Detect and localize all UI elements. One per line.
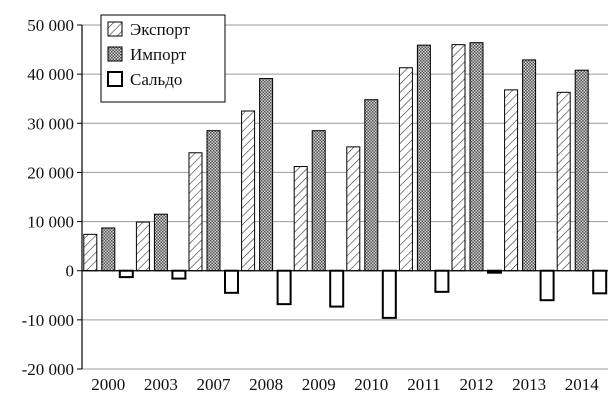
legend-swatch-hatch bbox=[107, 21, 123, 37]
y-tick-label: -10 000 bbox=[22, 311, 74, 330]
legend-swatch-checker bbox=[107, 46, 123, 62]
bar-empty bbox=[171, 269, 187, 280]
bar-hatch bbox=[346, 146, 361, 272]
x-tick-label: 2011 bbox=[407, 375, 440, 394]
bar-empty bbox=[539, 269, 555, 302]
y-tick-label: -20 000 bbox=[22, 360, 74, 379]
bar-hatch bbox=[83, 233, 98, 272]
bar-empty bbox=[381, 269, 397, 319]
bar-checker bbox=[101, 227, 116, 272]
bar-hatch bbox=[241, 110, 256, 272]
legend-label: Экспорт bbox=[130, 20, 190, 39]
axes bbox=[81, 25, 608, 369]
legend-label: Сальдо bbox=[130, 70, 182, 89]
bars bbox=[83, 42, 608, 319]
x-tick-label: 2007 bbox=[197, 375, 232, 394]
bar-empty bbox=[434, 269, 450, 293]
y-tick-label: 30 000 bbox=[27, 114, 74, 133]
bar-checker bbox=[574, 69, 589, 272]
bar-hatch bbox=[556, 91, 571, 272]
bar-hatch bbox=[188, 152, 203, 272]
y-tick-label: 10 000 bbox=[27, 213, 74, 232]
bar-checker bbox=[416, 44, 431, 272]
x-tick-label: 2014 bbox=[565, 375, 600, 394]
bar-checker bbox=[206, 130, 221, 272]
bar-empty bbox=[224, 269, 239, 294]
bar-hatch bbox=[293, 166, 308, 272]
bar-hatch bbox=[398, 67, 413, 272]
bar-empty bbox=[118, 269, 134, 279]
y-tick-label: 20 000 bbox=[27, 163, 74, 182]
bar-empty bbox=[329, 269, 345, 308]
y-axis-tick-labels: -20 000 -10 000 0 10 000 20 000 30 000 40 000 5… bbox=[22, 16, 82, 379]
x-axis-tick-labels: 2000 2003 2007 2008 2009 2010 2011 2012 2013 2014 bbox=[91, 375, 599, 394]
x-tick-label: 2013 bbox=[512, 375, 546, 394]
bar-hatch bbox=[135, 221, 150, 272]
bar-checker bbox=[522, 59, 537, 272]
x-tick-label: 2008 bbox=[249, 375, 283, 394]
legend-label: Импорт bbox=[130, 45, 187, 64]
x-tick-label: 2003 bbox=[144, 375, 178, 394]
bar-checker bbox=[153, 213, 168, 272]
x-tick-label: 2009 bbox=[302, 375, 336, 394]
y-tick-label: 50 000 bbox=[27, 16, 74, 35]
bar-empty bbox=[276, 269, 292, 306]
x-tick-label: 2000 bbox=[91, 375, 125, 394]
legend-swatch-empty bbox=[107, 71, 123, 87]
bar-checker bbox=[311, 130, 326, 272]
bar-hatch bbox=[451, 44, 466, 272]
y-tick-label: 0 bbox=[66, 262, 75, 281]
bar-checker bbox=[469, 42, 484, 272]
y-tick-label: 40 000 bbox=[27, 65, 74, 84]
bar-empty bbox=[592, 269, 608, 295]
bar-hatch bbox=[504, 89, 519, 272]
bar-checker bbox=[364, 99, 379, 272]
x-tick-label: 2012 bbox=[460, 375, 494, 394]
legend: Экспорт Импорт Сальдо bbox=[100, 14, 226, 103]
bar-checker bbox=[259, 78, 274, 272]
x-tick-label: 2010 bbox=[354, 375, 388, 394]
